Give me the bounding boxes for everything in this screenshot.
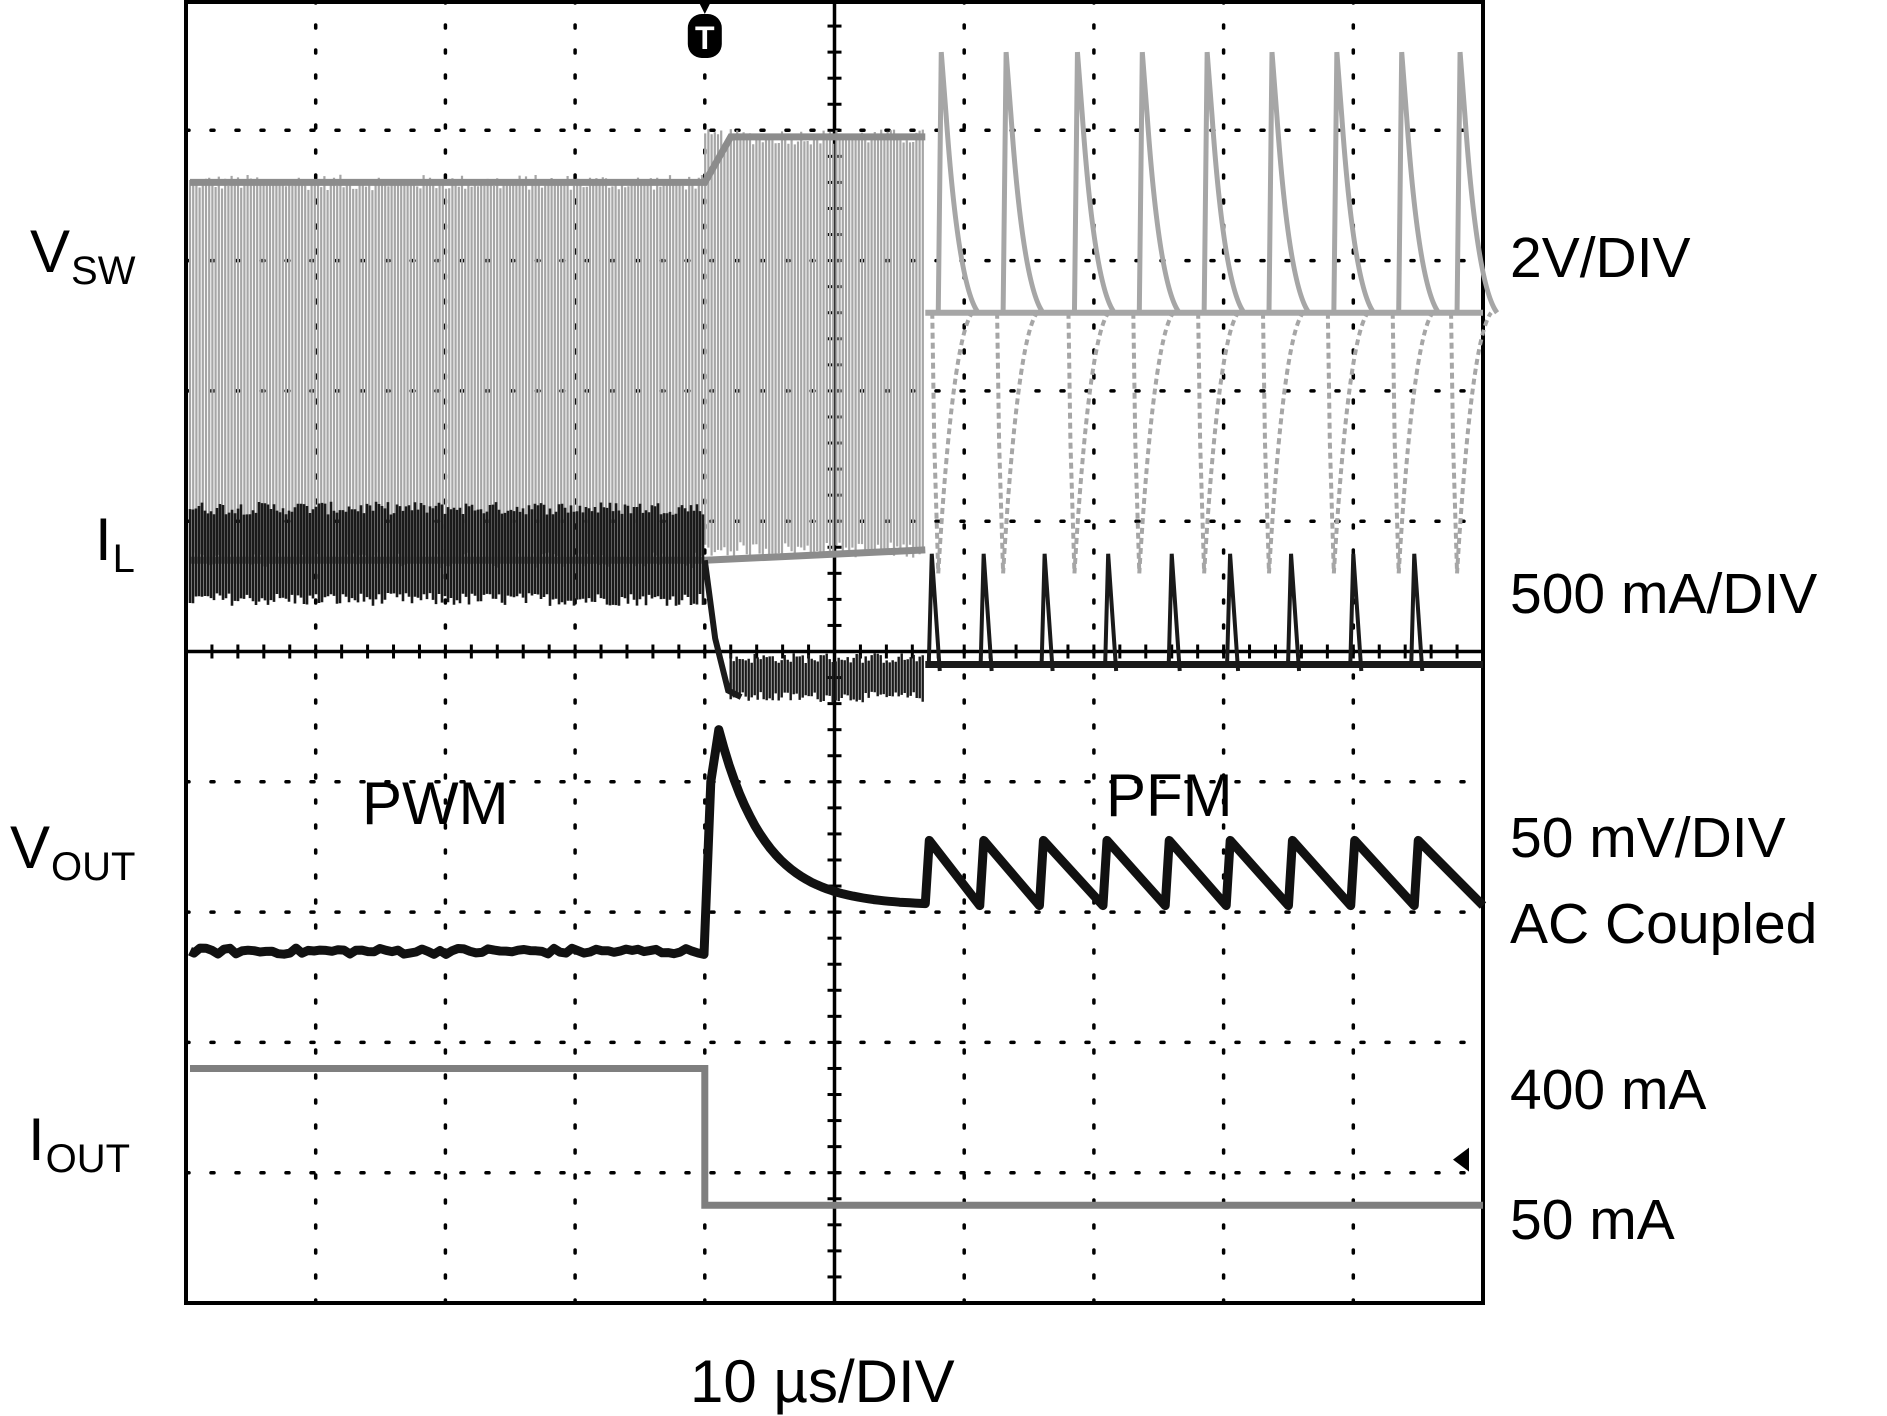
trace-vsw-pulse-down [1325,311,1370,574]
trace-vsw-pulse-down [1449,311,1493,574]
trace-il-pulse [978,553,994,672]
traces [188,51,1500,1209]
trigger-arrow [698,2,711,14]
trace-il-pulse [1103,553,1119,672]
markers: T [687,2,1469,1172]
trace-il-pulse [1348,553,1364,672]
channel-label-iout: IOUT [28,1106,131,1181]
ground-marker [1453,1147,1469,1172]
trace-vsw-pulse-up [935,51,981,315]
channel-label-vout: VOUT [10,814,136,889]
trace-il-pulse [1286,553,1302,672]
trigger-label: T [695,20,715,56]
trace-il-pulse [1409,553,1425,672]
scale-label-iout-low: 50 mA [1510,1188,1675,1252]
channel-label-il: IL [95,506,135,581]
trace-vsw-pulse-down [1196,311,1240,574]
trace-vsw-pulse-down [995,311,1039,574]
time-base-label: 10 µs/DIV [690,1348,955,1415]
trace-vsw-pulse-up [1000,51,1046,315]
graticule [184,0,1485,1305]
trace-il-pulse [926,553,942,672]
scale-label-il: 500 mA/DIV [1510,562,1818,626]
trace-il-pulse [1225,553,1241,672]
trace-iout [190,1064,1483,1209]
scale-label-vout: 50 mV/DIV [1510,806,1786,870]
trace-vsw-pulse-down [1390,311,1435,574]
trace-il-pulse [1166,553,1182,672]
trace-vsw-pulse-up [1396,51,1441,315]
trace-vout [188,725,1487,959]
trace-vsw-pulse-down [930,311,974,574]
trace-il-pulse [1039,553,1055,672]
scale-note-vout: AC Coupled [1510,892,1818,956]
trace-vsw-pulse-down [1131,311,1175,574]
trace-vsw-pulse-down [1066,311,1111,574]
trace-vsw-pwm [188,129,924,568]
trace-vsw-pulse-up [1136,51,1182,315]
trace-vsw-pulse-up [1201,51,1247,315]
scale-label-vsw: 2V/DIV [1510,226,1691,290]
trace-vsw-high-rail [190,133,926,186]
trace-il-pwm [188,501,705,606]
scale-label-iout-high: 400 mA [1510,1058,1707,1122]
trace-vsw-pulse-up [1071,51,1117,315]
trace-vsw-pulse-up [1331,51,1376,315]
annotation-pwm: PWM [362,770,509,837]
trace-vsw-pulse-up [1266,51,1312,315]
annotation-pfm: PFM [1106,762,1233,829]
trace-vsw-pulse-up [1454,51,1500,315]
trace-vsw-pulse-down [1260,311,1305,574]
trace-il-post-step [729,653,924,703]
channel-label-vsw: VSW [30,218,136,293]
trigger-badge [687,14,722,58]
